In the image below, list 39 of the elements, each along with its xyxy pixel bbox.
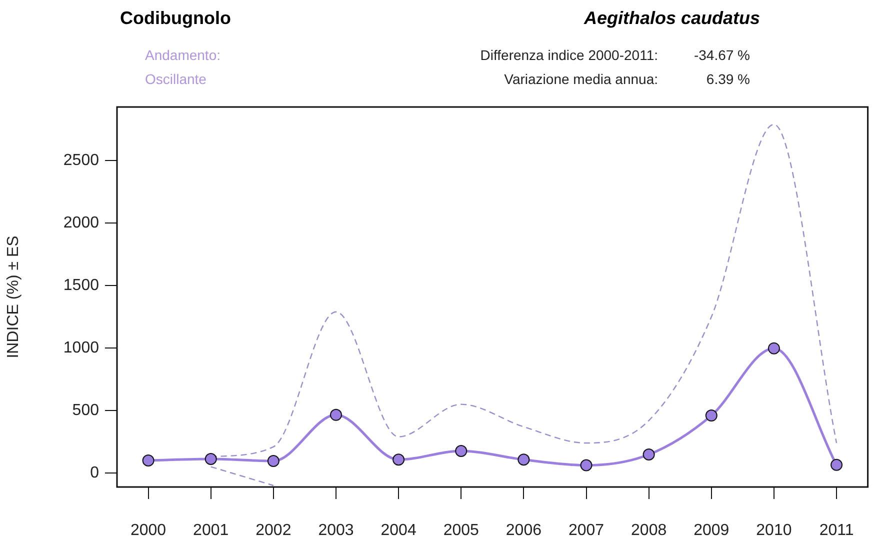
x-tick-label: 2009	[694, 522, 730, 540]
x-tick-label: 2002	[256, 522, 292, 540]
point	[330, 408, 342, 421]
point	[142, 454, 154, 467]
text: Differenza indice 2000-2011:	[480, 47, 658, 63]
text: 6.39 %	[706, 71, 750, 87]
x-tick-label: 2006	[506, 522, 542, 540]
x-tick-label: 2000	[130, 522, 166, 540]
point	[642, 448, 655, 461]
x-tick-label: 2008	[631, 522, 667, 540]
x-tick-label: 2007	[568, 522, 604, 540]
chart-title: Codibugnolo	[120, 8, 231, 29]
x-tick-label: 2004	[380, 522, 416, 540]
point	[204, 453, 217, 466]
y-tick-label: 2000	[63, 214, 100, 232]
chart-subtitle: Aegithalos caudatus	[584, 8, 760, 29]
y-tick-label: 500	[72, 402, 100, 419]
point	[267, 455, 280, 468]
x-tick-label: 2003	[318, 522, 354, 540]
x-tick-label: 2011	[819, 522, 854, 540]
y-tick-label: 0	[90, 464, 100, 482]
point	[705, 410, 718, 422]
x-tick-label: 2001	[193, 522, 229, 540]
point	[455, 445, 468, 458]
text: Andamento:	[145, 47, 220, 63]
y-tick-label: 1000	[63, 340, 100, 356]
point	[580, 459, 592, 472]
point	[392, 454, 405, 466]
point	[768, 342, 780, 354]
y-axis-title: INDICE (%) ± ES	[5, 236, 22, 358]
y-tick-label: 2500	[63, 152, 100, 170]
point	[518, 454, 530, 466]
text: Variazione media annua:	[504, 71, 658, 87]
x-tick-label: 2010	[756, 522, 792, 540]
point	[830, 458, 843, 471]
text: Oscillante	[145, 71, 206, 87]
y-tick-label: 1500	[63, 277, 100, 294]
text: -34.67 %	[694, 47, 750, 63]
x-tick-label: 2005	[443, 522, 480, 540]
